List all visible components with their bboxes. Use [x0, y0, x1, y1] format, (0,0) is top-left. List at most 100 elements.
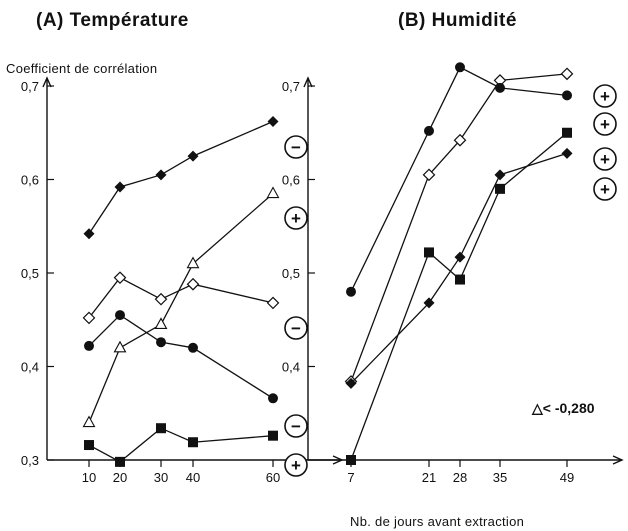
data-point: [188, 437, 198, 448]
series-line: [88, 427, 274, 463]
y-tick-label: 0,4: [282, 360, 300, 375]
panel-b-title: (B) Humidité: [398, 10, 517, 31]
x-tick-label: 35: [493, 470, 507, 485]
data-point: [156, 337, 166, 348]
data-point: [188, 342, 198, 353]
sign-label: −: [291, 138, 301, 157]
y-axis-arrow: [303, 76, 313, 88]
data-point: [82, 311, 96, 325]
data-point: [453, 133, 467, 147]
sign-circle: [284, 453, 308, 477]
sign-label: −: [291, 319, 301, 338]
x-tick-label: 28: [453, 470, 467, 485]
data-point: [423, 297, 435, 309]
data-point: [267, 116, 279, 128]
y-axis-label: Coefficient de corrélation: [6, 61, 157, 76]
data-point: [187, 150, 199, 162]
panel-a-plot: 0,3 0,4 0,5 0,6 0,7 10 20 30 40 60 − + − − +: [21, 76, 344, 485]
data-point: [346, 455, 356, 465]
sign-label: +: [291, 456, 301, 475]
x-tick-label: 60: [266, 470, 280, 485]
series-open-diamond: +: [344, 67, 617, 388]
data-point: [345, 377, 357, 389]
data-point: [562, 90, 572, 101]
data-point: [115, 310, 125, 321]
data-point: [84, 440, 94, 451]
sign-circle: [593, 84, 617, 108]
sign-label: +: [600, 115, 610, 134]
data-point: [154, 317, 168, 329]
y-axis-arrow: [42, 76, 52, 88]
data-point: [494, 169, 506, 181]
sign-label: −: [291, 417, 301, 436]
y-tick-label: 0,6: [282, 173, 300, 188]
x-axis-arrow: [612, 455, 624, 465]
data-point: [84, 340, 94, 351]
y-tick-label: 0,7: [21, 79, 39, 94]
data-point: [268, 393, 278, 404]
series-filled-circle: +: [346, 62, 617, 297]
data-point: [346, 286, 356, 297]
sign-label: +: [600, 180, 610, 199]
sign-label: +: [600, 150, 610, 169]
series-line: [350, 73, 568, 382]
series-filled-diamond: −: [83, 116, 308, 240]
x-tick-label: 20: [113, 470, 127, 485]
data-point: [455, 274, 465, 285]
data-point: [186, 256, 200, 269]
y-tick-label: 0,7: [282, 79, 300, 94]
data-point: [268, 430, 278, 441]
series-line: [88, 193, 274, 423]
x-tick-label: 7: [347, 470, 354, 485]
data-point: [115, 456, 125, 467]
data-point: [154, 292, 168, 306]
sign-circle: [284, 414, 308, 438]
data-point: [113, 340, 127, 353]
data-point: [561, 147, 573, 159]
series-filled-square: +: [84, 423, 308, 477]
x-tick-label: 10: [82, 470, 96, 485]
x-tick-label: 49: [560, 470, 574, 485]
data-point: [424, 125, 434, 136]
data-point: [495, 82, 505, 93]
x-axis-label: Nb. de jours avant extraction: [350, 514, 524, 529]
data-point: [83, 228, 95, 240]
data-point: [562, 127, 572, 138]
data-point: [424, 247, 434, 258]
panel-b-plot: 0,4 0,5 0,6 0,7 7 21 28 35 49 + + + +: [282, 62, 624, 485]
panel-a-title: (A) Température: [36, 10, 189, 31]
x-tick-label: 21: [422, 470, 436, 485]
data-point: [186, 277, 200, 291]
data-point: [114, 181, 126, 193]
x-tick-label: 40: [186, 470, 200, 485]
sign-label: +: [291, 209, 301, 228]
x-tick-label: 30: [154, 470, 168, 485]
data-point: [155, 169, 167, 181]
triangle-threshold-note: △< -0,280: [531, 400, 595, 416]
series-filled-diamond: +: [345, 147, 617, 389]
data-point: [454, 251, 466, 263]
data-point: [82, 415, 96, 428]
sign-circle: [284, 206, 308, 230]
data-point: [422, 168, 436, 182]
y-tick-label: 0,4: [21, 360, 39, 375]
sign-circle: [593, 177, 617, 201]
data-point: [266, 186, 280, 199]
sign-label: +: [600, 87, 610, 106]
sign-circle: [284, 135, 308, 159]
y-tick-label: 0,5: [21, 266, 39, 281]
series-filled-circle: −: [84, 310, 308, 438]
series-open-diamond: −: [82, 271, 308, 340]
sign-circle: [284, 316, 308, 340]
series-open-triangle: +: [82, 186, 308, 428]
data-point: [560, 67, 574, 81]
series-line: [350, 152, 568, 384]
y-tick-label: 0,6: [21, 173, 39, 188]
y-tick-label: 0,5: [282, 266, 300, 281]
data-point: [113, 271, 127, 285]
data-point: [156, 423, 166, 434]
series-filled-square: +: [346, 127, 617, 465]
y-tick-label: 0,3: [21, 453, 39, 468]
data-point: [266, 296, 280, 310]
data-point: [495, 183, 505, 194]
